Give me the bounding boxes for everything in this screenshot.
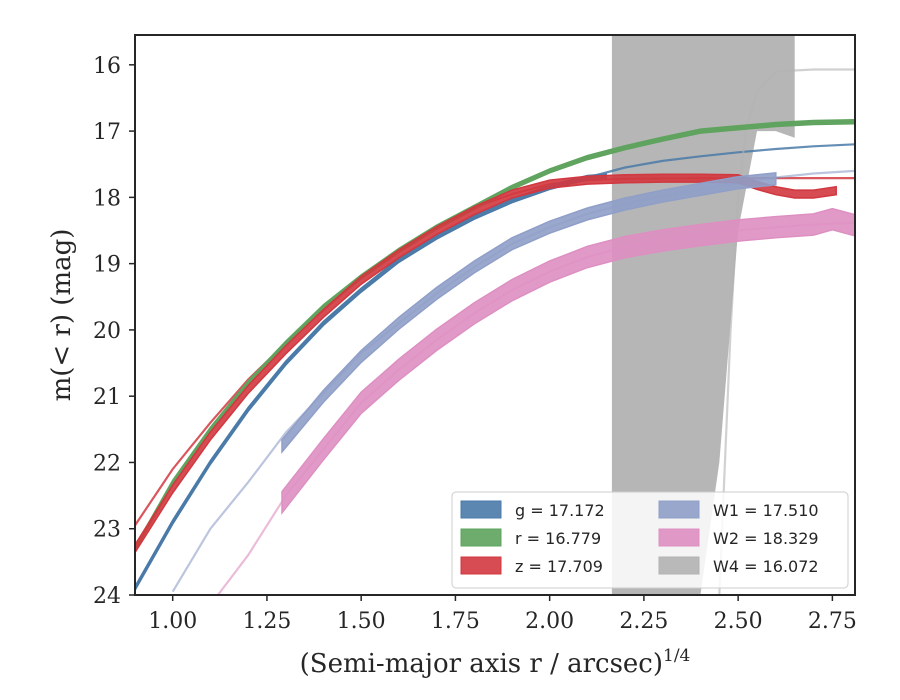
legend-label: r = 16.779 <box>515 529 601 548</box>
series-w4-model-line <box>718 68 855 595</box>
legend-swatch <box>460 528 502 547</box>
x-tick-label: 1.25 <box>242 609 291 634</box>
legend-swatch <box>460 500 502 519</box>
x-tick-label: 2.75 <box>808 609 857 634</box>
x-tick-label: 1.00 <box>148 609 197 634</box>
series-z-data-band <box>135 173 837 555</box>
plot-frame <box>134 34 856 596</box>
y-tick-label: 21 <box>93 385 121 410</box>
y-tick-label: 19 <box>93 253 121 278</box>
y-axis-ticks: 16 17 18 19 20 21 22 23 24 <box>93 54 135 609</box>
legend-label: W4 = 16.072 <box>713 557 819 576</box>
legend-box <box>451 491 849 589</box>
y-tick-label: 18 <box>93 186 121 211</box>
plot-area <box>135 35 855 595</box>
legend-label: W1 = 17.510 <box>713 501 819 520</box>
x-axis-title-exponent: 1/4 <box>663 646 690 666</box>
series-w1-data-band <box>281 171 777 454</box>
x-axis-ticks: 1.00 1.25 1.50 1.75 2.00 2.25 2.50 2.75 <box>148 595 857 634</box>
y-tick-label: 22 <box>93 451 121 476</box>
x-tick-label: 1.50 <box>337 609 386 634</box>
x-tick-label: 2.25 <box>619 609 668 634</box>
y-tick-label: 20 <box>93 319 121 344</box>
x-axis-title: (Semi-major axis r / arcsec)1/4 <box>300 646 691 679</box>
y-tick-label: 23 <box>93 518 121 543</box>
y-axis-title: m(< r) (mag) <box>47 229 77 402</box>
legend-swatch <box>460 556 502 575</box>
x-tick-label: 2.00 <box>525 609 574 634</box>
y-tick-label: 24 <box>93 584 121 609</box>
x-tick-label: 2.50 <box>714 609 763 634</box>
y-tick-label: 17 <box>93 120 121 145</box>
legend-label: z = 17.709 <box>515 557 603 576</box>
legend-swatch <box>658 556 700 575</box>
y-tick-label: 16 <box>93 54 121 79</box>
legend-label: g = 17.172 <box>515 501 605 520</box>
legend-swatch <box>658 528 700 547</box>
legend-swatch <box>658 500 700 519</box>
legend-label: W2 = 18.329 <box>713 529 819 548</box>
x-axis-title-main: (Semi-major axis r / arcsec) <box>300 649 663 679</box>
series-w2-data-band <box>281 207 855 515</box>
legend: g = 17.172 r = 16.779 z = 17.709 W1 = 17.51… <box>451 491 849 589</box>
x-tick-label: 1.75 <box>431 609 480 634</box>
